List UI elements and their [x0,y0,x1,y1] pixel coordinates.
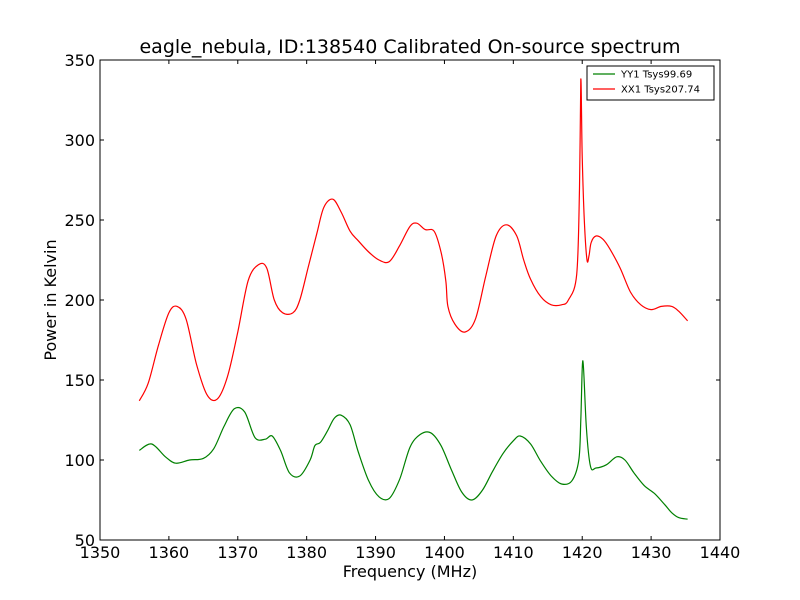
y-axis-label: Power in Kelvin [41,239,60,360]
plot-frame [99,59,721,541]
legend-label-0: YY1 Tsys99.69 [620,70,692,81]
series-line-0 [138,360,688,520]
chart-title: eagle_nebula, ID:138540 Calibrated On-so… [139,36,680,58]
y-tick-label: 350 [64,51,95,70]
x-tick-label: 1410 [493,543,534,562]
x-tick-label: 1430 [631,543,672,562]
y-tick-label: 250 [64,211,95,230]
legend-label-1: XX1 Tsys207.74 [621,85,700,96]
x-axis-label: Frequency (MHz) [343,562,477,581]
x-tick-label: 1400 [424,543,465,562]
x-tick-label: 1370 [217,543,258,562]
y-tick-label: 150 [64,371,95,390]
legend-box [586,65,715,101]
plot-content [138,78,689,520]
x-tick-label: 1360 [149,543,190,562]
x-tick-label: 1350 [80,543,121,562]
y-tick-label: 50 [75,531,95,550]
legend: YY1 Tsys99.69 XX1 Tsys207.74 [586,65,715,101]
y-tick-label: 200 [64,291,95,310]
x-tick-label: 1420 [562,543,603,562]
x-tick-label: 1380 [286,543,327,562]
x-tick-label: 1390 [355,543,396,562]
y-tick-label: 100 [64,451,95,470]
axis-ticks: 1350 1360 1370 1380 1390 1400 1410 1420 1430 1440… [64,51,740,562]
x-tick-label: 1440 [700,543,741,562]
series-line-1 [138,78,689,402]
y-tick-label: 300 [64,131,95,150]
